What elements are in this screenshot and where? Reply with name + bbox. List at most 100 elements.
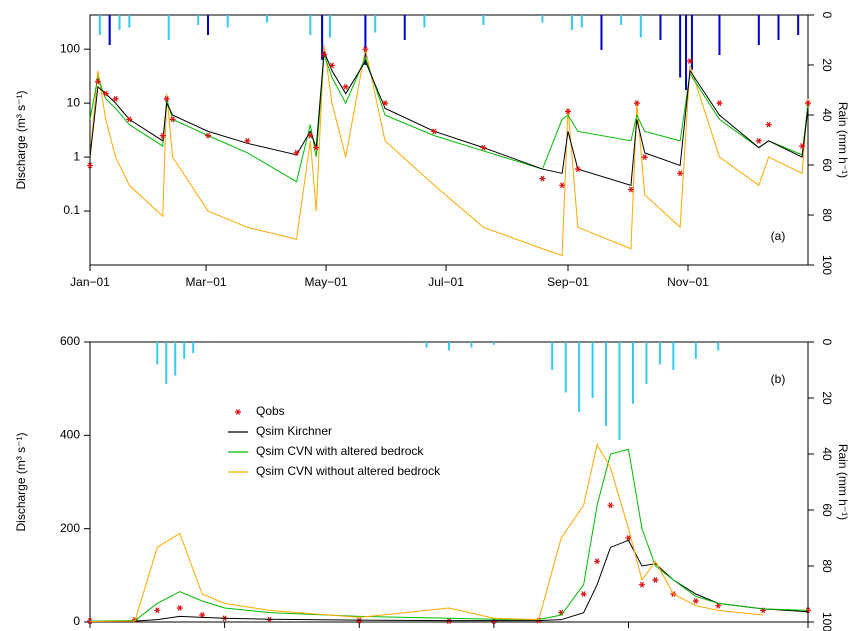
y2-tick-label: 100 (820, 612, 834, 631)
rain-bar (717, 342, 720, 351)
rain-bar (718, 15, 721, 55)
y2-tick-label: 60 (820, 503, 834, 517)
obs-marker (638, 581, 645, 588)
y-axis-label: Discharge (m³ s⁻¹) (14, 432, 28, 531)
y2-tick-label: 60 (820, 158, 834, 172)
obs-marker (480, 144, 487, 151)
x-tick-label: Jan−01 (70, 275, 110, 289)
obs-marker (716, 100, 723, 107)
obs-marker (755, 137, 762, 144)
obs-marker (199, 612, 206, 618)
rain-bar (694, 342, 697, 359)
obs-marker (765, 121, 772, 128)
obs-marker (362, 46, 369, 53)
rain-bar (482, 15, 485, 25)
rain-bar (645, 342, 648, 384)
rain-bar (98, 15, 101, 35)
obs-marker (627, 186, 634, 193)
obs-marker (293, 149, 300, 156)
obs-marker (574, 166, 581, 172)
rain-bar (685, 15, 688, 90)
rain-bar (309, 15, 312, 35)
x-tick-label: Mar−01 (186, 275, 227, 289)
y-tick-label: 100 (60, 41, 80, 55)
discharge-line (89, 448, 809, 622)
rain-bar (374, 15, 377, 33)
rain-bar (207, 15, 210, 35)
rain-bar (777, 15, 780, 40)
obs-marker (382, 100, 389, 107)
rain-bar (631, 342, 634, 404)
obs-marker (633, 100, 640, 107)
rain-bar (580, 15, 583, 28)
y2-tick-label: 80 (820, 208, 834, 222)
y-tick-label: 600 (60, 334, 80, 348)
obs-marker (328, 62, 335, 69)
obs-marker (799, 143, 806, 149)
rain-bar (226, 15, 229, 28)
rain-bar (658, 342, 661, 365)
y2-tick-label: 20 (820, 391, 834, 405)
rain-bar (118, 15, 121, 30)
discharge-line (90, 539, 809, 622)
rain-bar (167, 15, 170, 40)
obs-marker (559, 182, 566, 189)
legend-label: Qobs (256, 404, 285, 418)
rain-bar (551, 342, 554, 370)
obs-marker (102, 90, 109, 97)
rain-bar (174, 342, 177, 376)
obs-marker (321, 51, 328, 58)
rain-bar (492, 342, 495, 345)
rain-bar (679, 15, 682, 78)
rain-bar (128, 15, 131, 28)
obs-marker (205, 132, 212, 139)
obs-marker (244, 137, 251, 144)
rain-bar (425, 342, 428, 348)
obs-marker (594, 558, 601, 565)
y-tick-label: 400 (60, 428, 80, 442)
discharge-line (89, 51, 809, 186)
rain-bar (578, 342, 581, 412)
rain-bar (564, 342, 567, 393)
rain-bar (321, 15, 324, 60)
rain-bar (605, 342, 608, 426)
y-tick-label: 0.1 (63, 203, 80, 217)
obs-marker (176, 605, 183, 611)
legend-label: Qsim Kirchner (256, 424, 332, 438)
y2-axis-label: Rain (mm h⁻¹) (836, 102, 850, 178)
rain-bar (757, 15, 760, 45)
obs-marker (342, 83, 349, 90)
y2-axis-label: Rain (mm h⁻¹) (836, 444, 850, 520)
rain-bar (403, 15, 406, 40)
discharge-line (89, 443, 764, 623)
y-tick-label: 1 (73, 149, 80, 163)
discharge-line (89, 44, 809, 257)
obs-marker (580, 591, 587, 597)
obs-marker (431, 128, 438, 135)
rain-bar (364, 15, 367, 65)
rain-bar (620, 15, 623, 25)
obs-marker (313, 144, 320, 151)
x-tick-label: Nov−01 (667, 275, 709, 289)
obs-marker (565, 108, 572, 115)
y2-tick-label: 100 (820, 255, 834, 275)
obs-marker (539, 175, 546, 182)
rain-bar (659, 15, 662, 40)
obs-marker (94, 78, 101, 85)
rain-bar (672, 342, 675, 370)
obs-marker (607, 502, 614, 509)
discharge-line (89, 54, 809, 183)
obs-marker (641, 154, 648, 160)
rain-bar (797, 15, 800, 35)
y2-tick-label: 20 (820, 58, 834, 72)
y2-tick-label: 40 (820, 108, 834, 122)
rain-bar (690, 15, 693, 70)
obs-marker (159, 132, 166, 139)
rain-bar (192, 342, 195, 354)
x-tick-label: Sep−01 (547, 275, 589, 289)
obs-marker (163, 95, 170, 102)
obs-marker (112, 95, 119, 102)
y2-tick-label: 40 (820, 447, 834, 461)
obs-marker (126, 116, 133, 123)
